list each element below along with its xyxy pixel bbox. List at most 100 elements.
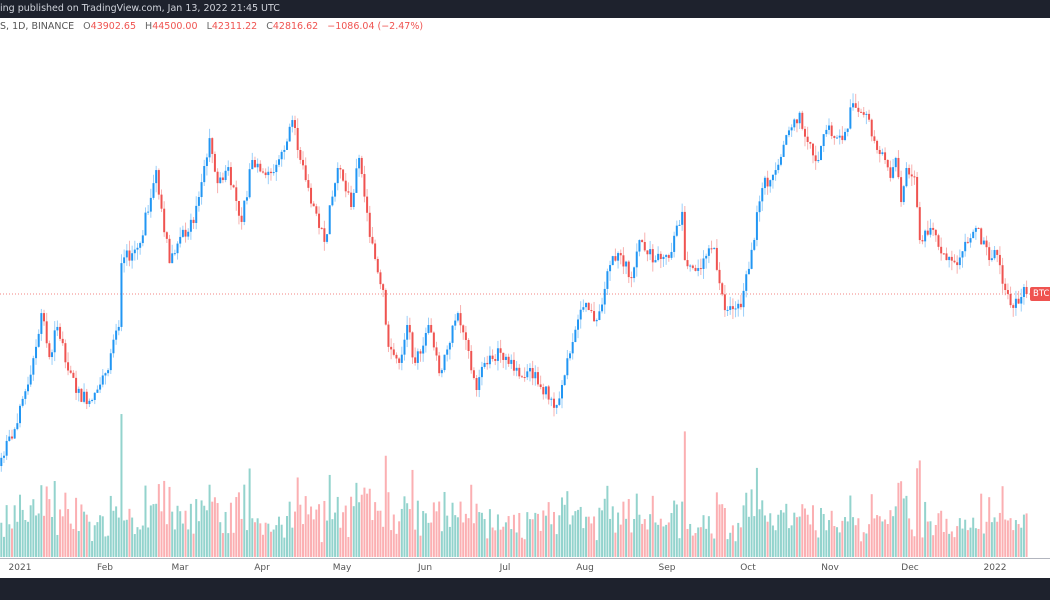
candle-body bbox=[363, 174, 366, 197]
candle-body bbox=[1001, 265, 1004, 284]
candle-body bbox=[144, 212, 147, 236]
candle-body bbox=[980, 228, 983, 245]
volume-bar bbox=[147, 527, 150, 557]
x-tick-label: Aug bbox=[576, 563, 594, 573]
candle-body bbox=[590, 310, 593, 312]
candle-body bbox=[24, 391, 27, 399]
volume-bar bbox=[77, 531, 80, 557]
volume-bar bbox=[155, 503, 158, 557]
candle-body bbox=[264, 172, 267, 176]
volume-bar bbox=[817, 537, 820, 557]
candle-body bbox=[181, 229, 184, 237]
candle-body bbox=[299, 150, 302, 160]
volume-bar bbox=[619, 524, 622, 557]
volume-bar bbox=[53, 481, 56, 557]
volume-bar bbox=[267, 523, 270, 557]
volume-bar bbox=[534, 512, 537, 557]
volume-bar bbox=[472, 523, 475, 557]
candle-body bbox=[681, 211, 684, 225]
volume-bar bbox=[101, 516, 104, 557]
candle-body bbox=[528, 368, 531, 372]
volume-bar bbox=[107, 535, 110, 557]
candle-body bbox=[430, 324, 433, 333]
candle-body bbox=[67, 362, 70, 371]
volume-bar bbox=[774, 530, 777, 557]
volume-bar bbox=[315, 509, 318, 557]
volume-bar bbox=[515, 532, 518, 557]
candle-body bbox=[865, 113, 868, 115]
volume-bar bbox=[45, 486, 48, 557]
candle-body bbox=[435, 347, 438, 356]
candle-body bbox=[336, 167, 339, 184]
volume-bar bbox=[408, 509, 411, 557]
candle-body bbox=[566, 358, 569, 376]
volume-bar bbox=[777, 514, 780, 557]
candle-body bbox=[171, 253, 174, 264]
volume-bar bbox=[235, 497, 238, 557]
volume-bar bbox=[387, 492, 390, 557]
volume-bar bbox=[355, 482, 358, 557]
candle-body bbox=[905, 167, 908, 187]
candle-body bbox=[806, 136, 809, 142]
volume-bar bbox=[686, 528, 689, 557]
volume-bar bbox=[80, 504, 83, 557]
candle-body bbox=[846, 128, 849, 132]
candle-body bbox=[966, 241, 969, 243]
close-label: C bbox=[266, 21, 273, 32]
candlestick-chart[interactable] bbox=[0, 0, 1050, 558]
candle-body bbox=[518, 367, 521, 377]
volume-bar bbox=[747, 516, 750, 557]
volume-bar bbox=[5, 505, 8, 557]
volume-bar bbox=[37, 513, 40, 557]
volume-bar bbox=[988, 497, 991, 557]
candle-body bbox=[360, 157, 363, 175]
candle-body bbox=[886, 159, 889, 168]
candle-body bbox=[141, 235, 144, 244]
candle-body bbox=[990, 258, 993, 261]
candle-body bbox=[1025, 287, 1028, 294]
candle-body bbox=[795, 119, 798, 124]
volume-bar bbox=[926, 521, 929, 557]
candle-body bbox=[547, 386, 550, 400]
candle-body bbox=[280, 151, 283, 160]
volume-bar bbox=[302, 524, 305, 557]
candle-body bbox=[670, 251, 673, 258]
volume-bar bbox=[544, 515, 547, 557]
volume-bar bbox=[699, 527, 702, 557]
candle-body bbox=[654, 260, 657, 263]
x-tick-label: Feb bbox=[97, 563, 113, 573]
candle-body bbox=[0, 457, 3, 467]
x-tick-label: Jul bbox=[499, 563, 511, 573]
volume-bar bbox=[406, 503, 409, 557]
volume-bar bbox=[950, 531, 953, 557]
candle-body bbox=[112, 339, 115, 354]
volume-bar bbox=[550, 524, 553, 557]
volume-bar bbox=[219, 522, 222, 557]
volume-bar bbox=[221, 533, 224, 557]
volume-bar bbox=[670, 513, 673, 557]
candle-body bbox=[422, 345, 425, 354]
volume-bar bbox=[264, 522, 267, 557]
candle-body bbox=[390, 346, 393, 350]
candle-body bbox=[456, 313, 459, 321]
volume-bar bbox=[510, 529, 513, 557]
candle-body bbox=[133, 249, 136, 254]
volume-bar bbox=[940, 510, 943, 557]
candle-body bbox=[496, 348, 499, 361]
time-axis[interactable]: 2021 Feb Mar Apr May Jun Jul Aug Sep Oct Nov Dec 202… bbox=[0, 558, 1050, 579]
volume-bar bbox=[291, 527, 294, 557]
volume-bar bbox=[641, 523, 644, 557]
candle-body bbox=[315, 206, 318, 214]
candle-body bbox=[379, 272, 382, 285]
candle-body bbox=[699, 268, 702, 270]
volume-bar bbox=[494, 530, 497, 557]
volume-bar bbox=[443, 491, 446, 557]
candle-body bbox=[921, 240, 924, 242]
volume-bar bbox=[451, 502, 454, 557]
candle-body bbox=[275, 164, 278, 173]
candle-body bbox=[411, 332, 414, 358]
candle-body bbox=[563, 375, 566, 385]
volume-bar bbox=[163, 480, 166, 557]
candle-body bbox=[782, 144, 785, 157]
candle-body bbox=[1022, 287, 1025, 298]
